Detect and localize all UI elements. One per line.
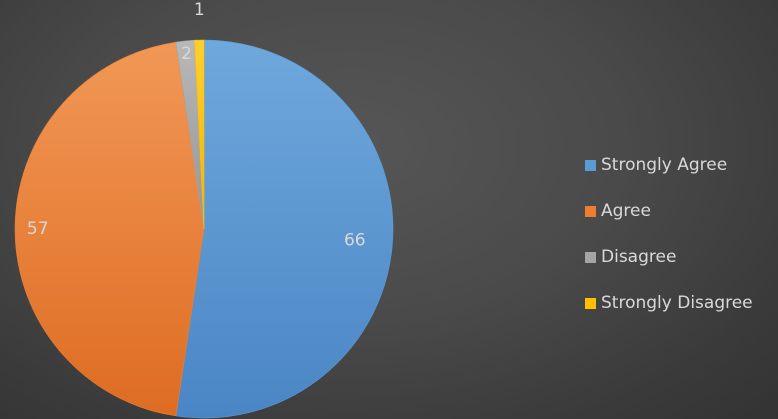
pie-slice-agree[interactable]: [14, 41, 205, 417]
legend-item-strongly-disagree[interactable]: Strongly Disagree: [585, 288, 775, 318]
legend-swatch-strongly-disagree: [585, 297, 596, 309]
pie-slices: [14, 39, 394, 419]
legend-label: Disagree: [601, 247, 677, 267]
data-label-strongly-disagree: 1: [194, 0, 205, 20]
legend-label: Agree: [601, 201, 651, 221]
data-label-agree: 57: [27, 219, 49, 239]
legend-swatch-strongly-agree: [585, 159, 596, 171]
legend-item-agree[interactable]: Agree: [585, 196, 775, 226]
pie-slice-strongly-agree[interactable]: [175, 39, 394, 419]
legend-swatch-agree: [585, 205, 596, 217]
pie-data-labels: 66 57 2 1: [27, 0, 366, 250]
legend-label: Strongly Disagree: [601, 293, 753, 313]
legend-item-strongly-agree[interactable]: Strongly Agree: [585, 150, 775, 180]
legend: Strongly Agree Agree Disagree Strongly D…: [585, 150, 775, 318]
legend-item-disagree[interactable]: Disagree: [585, 242, 775, 272]
pie-slice-strongly-disagree[interactable]: [194, 39, 205, 230]
data-label-disagree: 2: [181, 44, 192, 64]
legend-label: Strongly Agree: [601, 155, 728, 175]
data-label-strongly-agree: 66: [344, 230, 366, 250]
legend-swatch-disagree: [585, 251, 596, 263]
